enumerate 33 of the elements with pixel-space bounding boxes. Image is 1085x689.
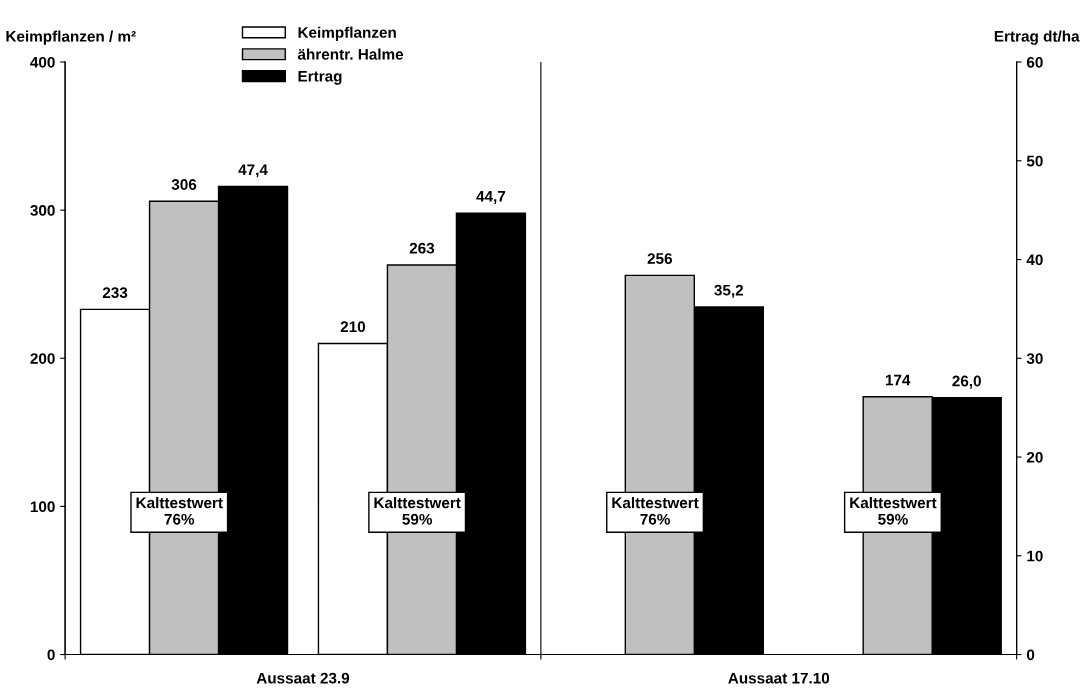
text: Aussaat 23.9 — [256, 672, 350, 684]
text: Aussaat 17.10 — [728, 672, 830, 684]
y2-axis-title: Ertrag dt/ha — [994, 30, 1080, 45]
data-label: 47,4 — [238, 164, 268, 178]
legend-label: Keimpflanzen — [298, 26, 396, 41]
data-label: 44,7 — [476, 191, 506, 204]
y-tick-label: 100 — [30, 501, 55, 513]
y-axis-title: Keimpflanzen / m² — [6, 30, 136, 45]
annotation: Kalttestwert 59% — [850, 496, 937, 525]
data-label: 174 — [885, 374, 911, 386]
y2-tick-label: 40 — [1026, 254, 1043, 266]
annotation: Kalttestwert 76% — [612, 496, 699, 525]
data-label: 306 — [171, 179, 197, 190]
data-label: 210 — [340, 321, 366, 333]
annotation: Kalttestwert 76% — [136, 496, 223, 525]
y2-tick-label: 10 — [1027, 550, 1043, 562]
data-label: 233 — [102, 287, 128, 299]
y2-tick-label: 30 — [1026, 353, 1043, 364]
y2-tick-label: 0 — [1026, 649, 1035, 661]
y-tick-label: 0 — [47, 649, 55, 661]
y2-tick-label: 20 — [1026, 451, 1043, 463]
annotation: Kalttestwert 59% — [374, 496, 461, 525]
y-tick-label: 200 — [30, 353, 55, 364]
data-label: 256 — [647, 253, 673, 264]
y2-tick-label: 50 — [1026, 155, 1043, 167]
legend-label: Ertrag — [298, 70, 342, 85]
y2-tick-label: 60 — [1026, 56, 1043, 68]
data-label: 263 — [409, 242, 435, 254]
y-tick-label: 300 — [30, 205, 55, 216]
data-label: 26,0 — [952, 375, 981, 389]
y-tick-label: 400 — [30, 56, 55, 68]
data-label: 35,2 — [714, 284, 744, 298]
legend-label: ährentr. Halme — [297, 48, 404, 60]
